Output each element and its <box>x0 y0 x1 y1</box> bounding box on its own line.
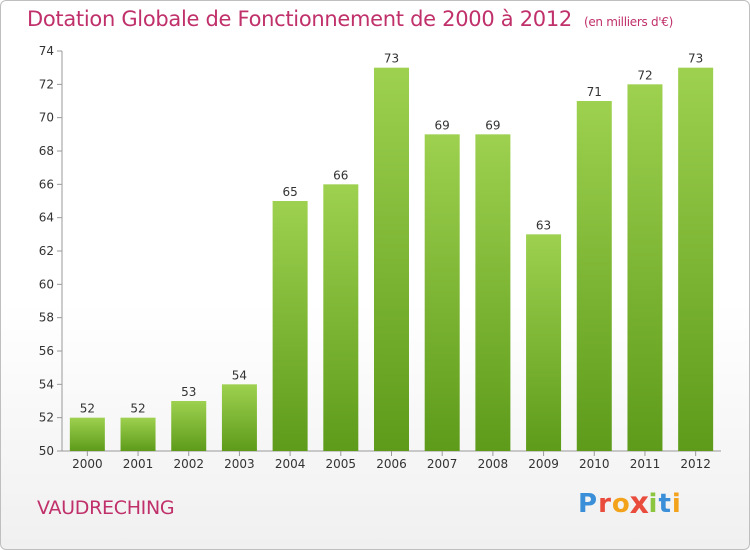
bar <box>627 84 663 451</box>
data-label: 73 <box>688 52 703 66</box>
x-tick-label: 2011 <box>630 457 661 471</box>
y-tick-label: 68 <box>39 144 54 158</box>
data-label: 63 <box>536 218 551 232</box>
x-tick-label: 2012 <box>680 457 711 471</box>
y-tick-label: 54 <box>39 377 54 391</box>
y-tick-label: 66 <box>39 177 54 191</box>
data-label: 54 <box>232 368 247 382</box>
y-tick-label: 52 <box>39 411 54 425</box>
bar <box>424 134 460 452</box>
logo-letter: i <box>648 489 659 519</box>
logo-letter: o <box>611 489 631 519</box>
logo-letter: P <box>578 489 599 519</box>
x-tick-label: 2007 <box>427 457 458 471</box>
data-label: 69 <box>485 118 500 132</box>
logo-letter: r <box>598 489 612 519</box>
chart-title: Dotation Globale de Fonctionnement de 20… <box>27 7 673 31</box>
chart-axes: 50 52 54 56 58 60 62 64 66 68 70 72 74 2000 2001 2002 20… <box>39 44 721 471</box>
y-tick-label: 64 <box>39 211 54 225</box>
x-tick-label: 2002 <box>173 457 204 471</box>
chart-bars: 52 52 53 54 65 66 73 69 69 63 71 72 73 <box>69 52 714 452</box>
logo-letter: i <box>671 489 682 519</box>
bar <box>272 201 308 451</box>
bar <box>171 401 207 451</box>
x-tick-label: 2005 <box>326 457 357 471</box>
bar <box>221 384 257 451</box>
bar <box>678 67 714 452</box>
x-tick-label: 2006 <box>376 457 407 471</box>
bar <box>69 417 105 451</box>
x-tick-label: 2008 <box>478 457 509 471</box>
data-label: 69 <box>435 118 450 132</box>
data-label: 65 <box>282 185 297 199</box>
data-label: 72 <box>637 68 652 82</box>
x-tick-label: 2000 <box>72 457 103 471</box>
y-tick-label: 70 <box>39 111 54 125</box>
bar <box>526 234 562 451</box>
logo-letter: t <box>658 489 672 519</box>
x-tick-label: 2010 <box>579 457 610 471</box>
data-label: 52 <box>80 402 95 416</box>
data-label: 73 <box>384 52 399 66</box>
chart-title-text: Dotation Globale de Fonctionnement de 20… <box>27 7 572 31</box>
bar <box>120 417 156 451</box>
y-tick-label: 62 <box>39 244 54 258</box>
y-tick-label: 50 <box>39 444 54 458</box>
x-tick-label: 2009 <box>528 457 559 471</box>
y-tick-label: 58 <box>39 311 54 325</box>
x-tick-label: 2003 <box>224 457 255 471</box>
y-tick-label: 72 <box>39 77 54 91</box>
y-tick-label: 60 <box>39 277 54 291</box>
bar <box>323 184 359 452</box>
chart-subtitle: (en milliers d'€) <box>583 15 673 29</box>
bar <box>475 134 511 452</box>
data-label: 52 <box>130 402 145 416</box>
x-tick-label: 2001 <box>123 457 154 471</box>
data-label: 66 <box>333 168 348 182</box>
x-tick-label: 2004 <box>275 457 306 471</box>
bar <box>374 67 409 452</box>
logo-letter: x <box>629 486 650 522</box>
location-name: VAUDRECHING <box>37 497 175 519</box>
proxiti-logo: Proxiti <box>578 486 682 522</box>
y-tick-label: 74 <box>39 44 54 58</box>
y-tick-label: 56 <box>39 344 54 358</box>
bar <box>576 101 612 451</box>
data-label: 53 <box>181 385 196 399</box>
data-label: 71 <box>587 85 602 99</box>
